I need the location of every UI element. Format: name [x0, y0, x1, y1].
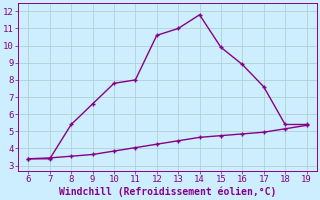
X-axis label: Windchill (Refroidissement éolien,°C): Windchill (Refroidissement éolien,°C) — [59, 187, 276, 197]
